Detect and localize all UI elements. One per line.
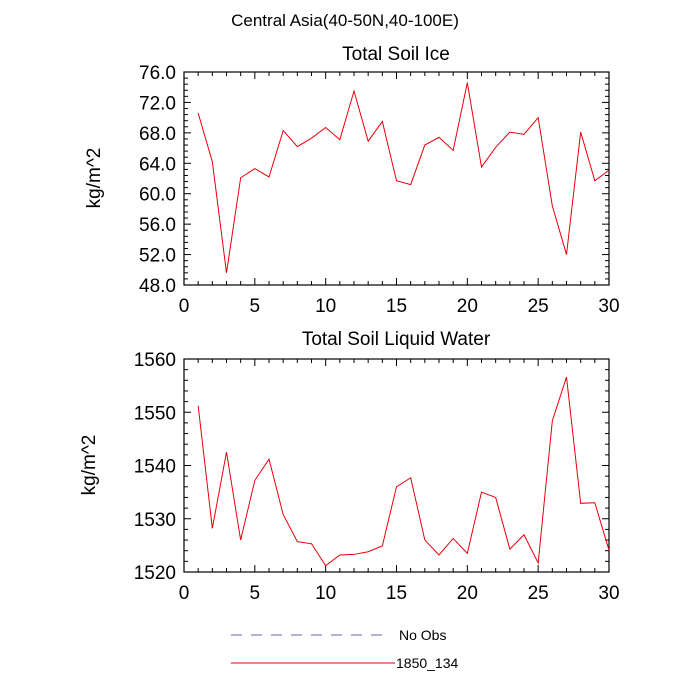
y-tick-label: 1550: [134, 403, 176, 424]
x-tick-label: 30: [598, 296, 619, 317]
figure-title: Central Asia(40-50N,40-100E): [231, 11, 459, 30]
y-tick-label: 52.0: [139, 246, 176, 267]
panel-total-soil-liquid-water: Total Soil Liquid Water kg/m^2 0 5 10 15 20 2…: [79, 329, 620, 604]
plot-frame-total-soil-liquid-water: [183, 358, 610, 573]
x-tick-label: 15: [386, 583, 407, 604]
panel-title-total-soil-ice: Total Soil Ice: [342, 44, 450, 65]
series-line-total-soil-liquid-water: [197, 376, 610, 567]
y-tick-label: 64.0: [139, 154, 176, 175]
series-group-total-soil-liquid-water: [197, 376, 610, 567]
x-tick-label: 5: [250, 583, 261, 604]
y-tick-label: 48.0: [139, 276, 176, 297]
panel-title-total-soil-liquid-water: Total Soil Liquid Water: [302, 329, 491, 350]
x-tick-label: 20: [457, 583, 478, 604]
y-axis-label-total-soil-ice: kg/m^2: [84, 148, 105, 209]
x-tick-label: 0: [179, 296, 190, 317]
x-tick-label: 25: [528, 296, 549, 317]
series-group-total-soil-ice: [197, 82, 610, 273]
y-tick-label: 1530: [134, 510, 176, 531]
y-tick-label: 72.0: [139, 93, 176, 114]
y-tick-label: 76.0: [139, 63, 176, 84]
y-tick-label: 68.0: [139, 124, 176, 145]
legend-label-no-obs: No Obs: [399, 627, 446, 643]
y-tick-label: 1540: [134, 457, 176, 478]
x-tick-label: 25: [528, 583, 549, 604]
y-tick-label: 1520: [134, 563, 176, 584]
y-tick-label: 1560: [134, 350, 176, 371]
y-ticks-total-soil-liquid-water: 1520 1530 1540 1550 1560: [134, 350, 609, 584]
x-tick-label: 30: [598, 583, 619, 604]
plot-frame-total-soil-ice: [183, 71, 610, 286]
y-tick-label: 60.0: [139, 185, 176, 206]
x-tick-label: 20: [457, 296, 478, 317]
y-tick-label: 56.0: [139, 215, 176, 236]
x-tick-label: 5: [250, 296, 261, 317]
y-ticks-total-soil-ice: 48.0 52.0 56.0 60.0 64.0 68.0 72.0 76.0: [139, 63, 609, 297]
series-line-total-soil-ice: [197, 82, 610, 273]
x-tick-label: 0: [179, 583, 190, 604]
y-axis-label-total-soil-liquid-water: kg/m^2: [79, 435, 100, 496]
legend-label-1850-134: 1850_134: [396, 655, 459, 671]
x-ticks-total-soil-liquid-water: 0 5 10 15 20 25 30: [179, 359, 620, 604]
x-tick-label: 10: [315, 583, 336, 604]
x-tick-label: 15: [386, 296, 407, 317]
x-ticks-total-soil-ice: 0 5 10 15 20 25 30: [179, 72, 620, 317]
x-tick-label: 10: [315, 296, 336, 317]
legend: No Obs 1850_134: [231, 627, 459, 671]
panel-total-soil-ice: Total Soil Ice kg/m^2 0 5 10 15 20 25 30 48.0 5…: [84, 44, 620, 317]
